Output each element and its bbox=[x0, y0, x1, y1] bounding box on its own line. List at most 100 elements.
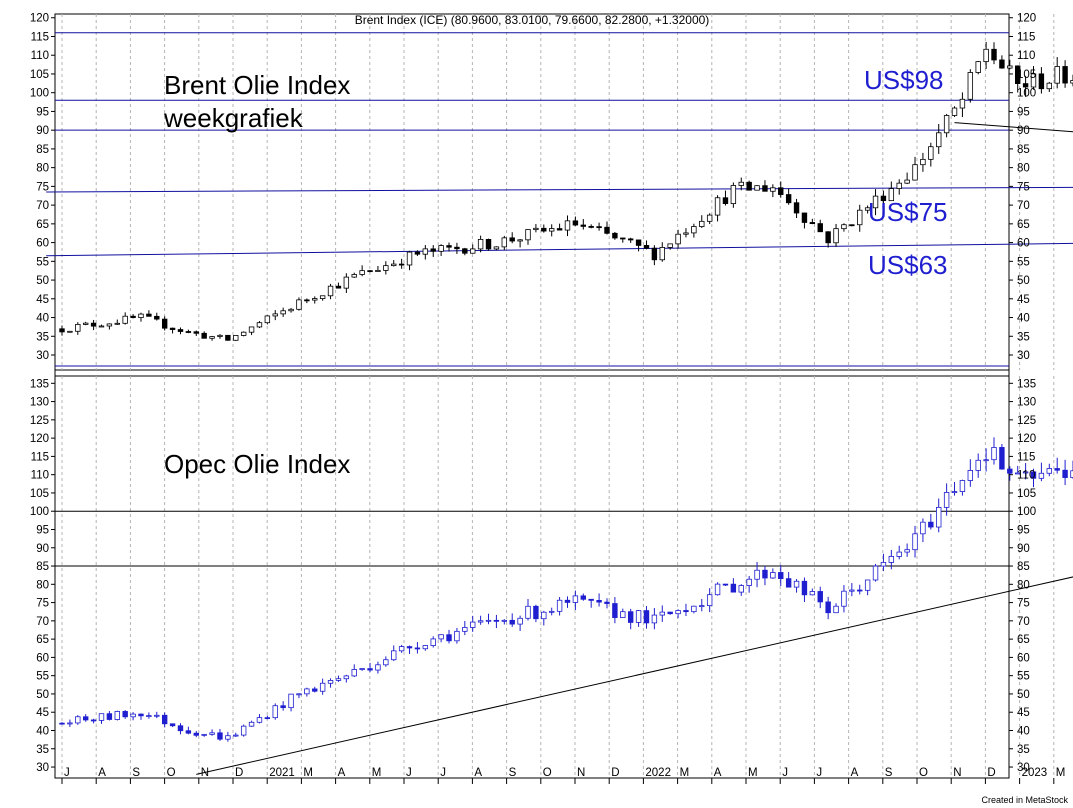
candle-body bbox=[477, 239, 484, 250]
candle-body bbox=[699, 605, 705, 608]
x-tick-label: S bbox=[132, 767, 140, 779]
candle-body bbox=[406, 251, 413, 266]
candle-body bbox=[430, 248, 436, 252]
candle-body bbox=[177, 329, 184, 332]
candle-body bbox=[580, 224, 586, 227]
x-tick-label: M bbox=[372, 767, 382, 779]
candle-body bbox=[470, 621, 476, 628]
candle-body bbox=[256, 717, 263, 723]
x-tick-label: 2023 bbox=[1022, 767, 1048, 779]
y-tick-label-left: 75 bbox=[36, 181, 49, 193]
candle-body bbox=[280, 705, 286, 709]
y-tick-label-left: 115 bbox=[31, 451, 49, 463]
candle-body bbox=[296, 299, 302, 310]
y-tick-label-left: 35 bbox=[36, 744, 49, 756]
y-tick-label-left: 120 bbox=[30, 13, 49, 25]
candle-body bbox=[327, 285, 334, 297]
level-label-63: US$63 bbox=[868, 250, 948, 280]
y-tick-label-right: 120 bbox=[1017, 433, 1036, 445]
candle-body bbox=[541, 227, 547, 232]
candle-body bbox=[833, 605, 839, 614]
candle-body bbox=[438, 634, 444, 640]
y-tick-label-right: 50 bbox=[1017, 275, 1030, 287]
candle-body bbox=[738, 181, 744, 186]
candle-body bbox=[793, 202, 800, 214]
candle-body bbox=[936, 132, 942, 148]
x-tick-label: A bbox=[851, 767, 859, 779]
y-tick-label-left: 100 bbox=[30, 88, 49, 100]
y-tick-label-left: 45 bbox=[36, 294, 49, 306]
candle-body bbox=[272, 705, 278, 719]
candle-body bbox=[1022, 471, 1029, 474]
candle-body bbox=[359, 668, 365, 671]
candle-body bbox=[185, 730, 192, 734]
candle-body bbox=[1007, 468, 1013, 474]
y-tick-label-right: 45 bbox=[1017, 294, 1030, 306]
candle-body bbox=[304, 688, 310, 695]
candle-body bbox=[477, 620, 484, 623]
candle-body bbox=[841, 590, 847, 607]
y-tick-label-right: 110 bbox=[1017, 470, 1035, 482]
candle-body bbox=[327, 680, 334, 684]
candle-body bbox=[130, 713, 136, 718]
candle-body bbox=[983, 48, 989, 63]
candle-body bbox=[1054, 468, 1060, 471]
candle-body bbox=[714, 583, 721, 596]
y-tick-label-right: 60 bbox=[1017, 652, 1030, 664]
candle-body bbox=[572, 220, 579, 226]
y-tick-label-right: 35 bbox=[1017, 331, 1030, 343]
y-tick-label-right: 90 bbox=[1017, 125, 1030, 137]
candle-body bbox=[122, 711, 128, 718]
candle-body bbox=[454, 246, 460, 250]
y-tick-label-left: 60 bbox=[36, 652, 49, 664]
candle-body bbox=[383, 659, 389, 666]
candle-body bbox=[1030, 471, 1037, 479]
y-tick-label-right: 125 bbox=[1017, 415, 1036, 427]
x-tick-label: M bbox=[748, 767, 758, 779]
candle-body bbox=[414, 647, 421, 650]
x-tick-label: N bbox=[577, 767, 585, 779]
candle-body bbox=[691, 226, 697, 234]
candle-body bbox=[604, 226, 610, 234]
candle-body bbox=[414, 251, 421, 255]
candle-body bbox=[548, 610, 555, 613]
candle-body bbox=[335, 285, 342, 289]
candle-body bbox=[991, 48, 997, 61]
y-tick-label-left: 30 bbox=[36, 350, 49, 362]
candle-body bbox=[722, 197, 729, 205]
candle-body bbox=[75, 716, 81, 724]
candle-body bbox=[857, 589, 863, 592]
y-tick-label-left: 125 bbox=[30, 415, 49, 427]
candle-body bbox=[904, 549, 910, 553]
y-tick-label-right: 80 bbox=[1017, 163, 1030, 175]
candle-body bbox=[146, 715, 152, 718]
y-tick-label-right: 100 bbox=[1017, 506, 1036, 518]
candle-body bbox=[635, 610, 642, 623]
candle-body bbox=[501, 237, 508, 248]
candle-body bbox=[430, 638, 436, 646]
candle-body bbox=[691, 605, 697, 613]
opec-candles bbox=[59, 437, 1073, 742]
candle-body bbox=[1046, 82, 1052, 90]
candle-body bbox=[659, 611, 665, 616]
y-tick-label-right: 105 bbox=[1017, 488, 1036, 500]
y-tick-label-left: 130 bbox=[30, 397, 49, 409]
candle-body bbox=[588, 226, 594, 228]
candle-body bbox=[406, 646, 413, 649]
candle-body bbox=[564, 599, 571, 603]
y-tick-label-left: 50 bbox=[36, 275, 49, 287]
x-tick-label: S bbox=[885, 767, 893, 779]
y-tick-label-right: 70 bbox=[1017, 200, 1030, 212]
y-tick-label-right: 30 bbox=[1017, 762, 1030, 774]
x-tick-label: D bbox=[987, 767, 995, 779]
y-tick-label-left: 55 bbox=[36, 256, 49, 268]
candle-body bbox=[98, 713, 105, 721]
opec-panel-title: Opec Olie Index bbox=[164, 449, 350, 479]
y-tick-label-left: 95 bbox=[36, 106, 49, 118]
y-tick-label-right: 115 bbox=[1017, 451, 1035, 463]
candle-body bbox=[833, 228, 839, 244]
candle-body bbox=[59, 328, 65, 333]
candle-body bbox=[983, 459, 989, 462]
candle-body bbox=[351, 274, 357, 278]
candle-body bbox=[1038, 73, 1045, 90]
